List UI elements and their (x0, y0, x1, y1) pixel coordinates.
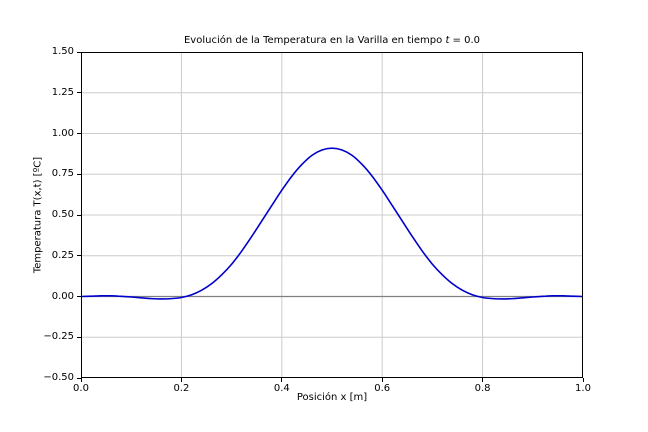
y-tick-mark (77, 133, 81, 134)
y-tick-label: 1.50 (51, 46, 74, 57)
y-tick-mark (77, 51, 81, 53)
x-tick-label: 0.6 (374, 383, 391, 394)
x-tick-label: 1.0 (575, 383, 591, 394)
plot-area (81, 52, 583, 378)
y-tick-label: 1.25 (51, 86, 74, 98)
x-tick-mark (281, 378, 283, 382)
y-tick-mark (77, 173, 81, 175)
y-tick-mark (77, 255, 81, 257)
y-tick-label: −0.25 (43, 331, 74, 343)
plot-canvas (81, 52, 583, 378)
x-tick-mark (180, 378, 182, 382)
temperature-profile (81, 147, 583, 300)
x-tick-mark (582, 378, 584, 382)
x-axis-label: Posición x [m] (296, 392, 368, 403)
x-tick-mark (482, 378, 484, 382)
y-tick-label: 0.50 (51, 209, 74, 220)
x-tick-label: 0.2 (173, 383, 190, 394)
y-tick-label: 0.75 (51, 168, 74, 180)
chart-title-time-variable: t (445, 35, 450, 46)
axes-spines (81, 52, 583, 378)
y-tick-mark (77, 377, 81, 379)
x-tick-mark (80, 378, 82, 382)
y-tick-mark (77, 92, 81, 94)
x-tick-label: 0.4 (273, 383, 290, 394)
y-tick-label: 0.00 (51, 290, 74, 302)
chart-title-time-value: = 0.0 (449, 35, 481, 46)
chart-title-prefix: Evolución de la Temperatura en la Varill… (183, 35, 446, 46)
y-tick-mark (77, 336, 81, 338)
x-tick-label: 0.8 (474, 383, 491, 394)
y-tick-mark (77, 214, 81, 216)
y-tick-label: −0.50 (43, 372, 74, 383)
x-tick-mark (381, 378, 383, 382)
y-tick-label: 0.25 (51, 249, 74, 261)
y-tick-mark (77, 296, 81, 297)
chart-title: Evolución de la Temperatura en la Varill… (81, 34, 583, 47)
y-tick-label: 1.00 (51, 127, 74, 139)
x-tick-label: 0.0 (73, 383, 89, 394)
